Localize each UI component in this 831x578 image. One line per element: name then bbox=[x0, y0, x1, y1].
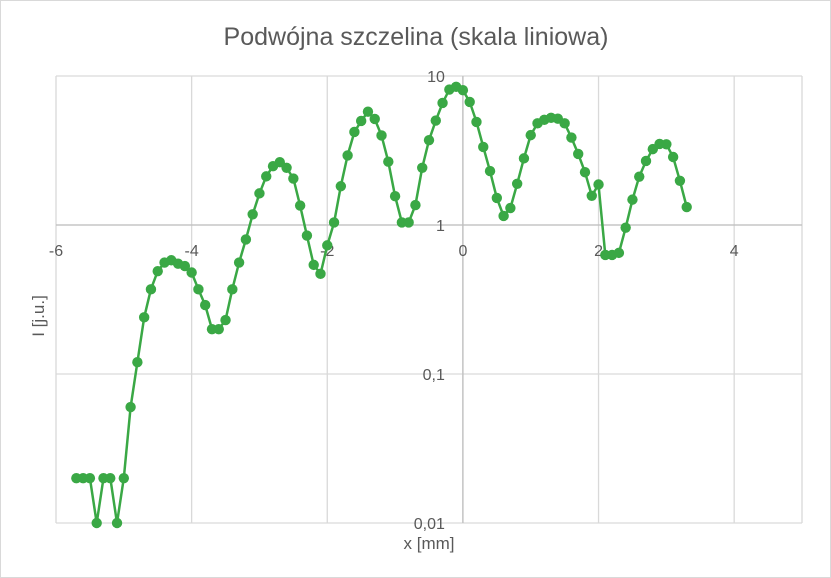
data-point bbox=[627, 194, 638, 205]
data-point bbox=[200, 299, 211, 311]
data-point bbox=[661, 139, 672, 150]
data-point bbox=[247, 209, 258, 220]
data-point bbox=[634, 171, 645, 182]
data-point bbox=[383, 156, 394, 167]
data-point bbox=[674, 175, 686, 186]
data-point bbox=[573, 148, 584, 160]
data-point bbox=[281, 162, 292, 174]
data-point bbox=[315, 268, 326, 280]
data-point bbox=[105, 472, 116, 484]
data-point bbox=[301, 230, 313, 241]
data-point bbox=[220, 314, 231, 326]
data-point bbox=[417, 162, 428, 174]
data-point bbox=[125, 401, 136, 413]
y-tick-label: 0,01 bbox=[414, 516, 445, 533]
axes bbox=[56, 76, 802, 523]
data-point bbox=[559, 118, 570, 129]
x-axis-title: x [mm] bbox=[404, 534, 455, 553]
series-line bbox=[76, 85, 688, 525]
data-point bbox=[179, 260, 191, 272]
data-point bbox=[484, 165, 496, 177]
data-point bbox=[498, 210, 509, 222]
data-point bbox=[430, 115, 441, 126]
data-point bbox=[308, 259, 319, 271]
data-point bbox=[84, 472, 96, 484]
data-point bbox=[369, 113, 380, 125]
data-point bbox=[620, 222, 631, 233]
data-point bbox=[138, 312, 150, 323]
data-point bbox=[118, 472, 130, 484]
data-point bbox=[389, 191, 401, 202]
data-point bbox=[335, 181, 347, 192]
data-point bbox=[233, 257, 245, 268]
data-point bbox=[145, 284, 157, 295]
chart-title: Podwójna szczelina (skala liniowa) bbox=[224, 23, 609, 51]
data-point bbox=[511, 178, 523, 190]
data-point bbox=[457, 84, 469, 96]
data-point bbox=[322, 240, 333, 251]
data-point bbox=[525, 129, 536, 141]
data-point bbox=[294, 200, 306, 211]
data-point bbox=[613, 247, 625, 259]
data-point bbox=[410, 199, 421, 211]
y-tick-label: 10 bbox=[427, 69, 445, 86]
data-point bbox=[91, 517, 102, 529]
data-point bbox=[254, 188, 265, 199]
data-point bbox=[586, 190, 597, 202]
y-tick-label: 0,1 bbox=[423, 367, 445, 384]
data-point bbox=[227, 284, 238, 295]
x-tick-label: 0 bbox=[458, 243, 467, 260]
data-point bbox=[640, 155, 652, 167]
data-point bbox=[423, 134, 435, 146]
data-point bbox=[152, 265, 163, 277]
x-tick-label: -4 bbox=[185, 243, 199, 260]
data-point bbox=[478, 141, 489, 153]
data-point bbox=[355, 115, 367, 127]
y-axis-title: I [j.u.] bbox=[29, 295, 48, 337]
data-point bbox=[186, 267, 197, 278]
data-point bbox=[566, 132, 577, 143]
x-tick-label: 4 bbox=[730, 243, 739, 260]
data-point bbox=[111, 517, 123, 529]
data-series bbox=[71, 81, 692, 529]
data-point bbox=[667, 151, 679, 163]
data-point bbox=[376, 130, 387, 141]
data-point bbox=[471, 116, 482, 128]
data-point bbox=[464, 96, 475, 108]
data-point bbox=[681, 201, 692, 213]
data-point bbox=[579, 167, 591, 178]
data-point bbox=[240, 234, 252, 245]
data-point bbox=[593, 179, 604, 190]
data-point bbox=[342, 150, 353, 161]
data-point bbox=[403, 217, 414, 228]
y-tick-label: 1 bbox=[436, 218, 445, 235]
data-point bbox=[437, 97, 448, 109]
data-point bbox=[261, 171, 272, 182]
data-point bbox=[328, 217, 340, 228]
data-point bbox=[288, 173, 299, 184]
data-point bbox=[132, 357, 143, 368]
x-tick-label: 2 bbox=[594, 243, 603, 260]
data-point bbox=[505, 202, 516, 214]
data-point bbox=[193, 284, 204, 295]
x-tick-label: -6 bbox=[49, 243, 63, 260]
data-point bbox=[518, 153, 530, 164]
data-point bbox=[362, 106, 374, 117]
data-point bbox=[491, 192, 503, 204]
data-point bbox=[213, 323, 224, 335]
data-point bbox=[349, 126, 360, 138]
